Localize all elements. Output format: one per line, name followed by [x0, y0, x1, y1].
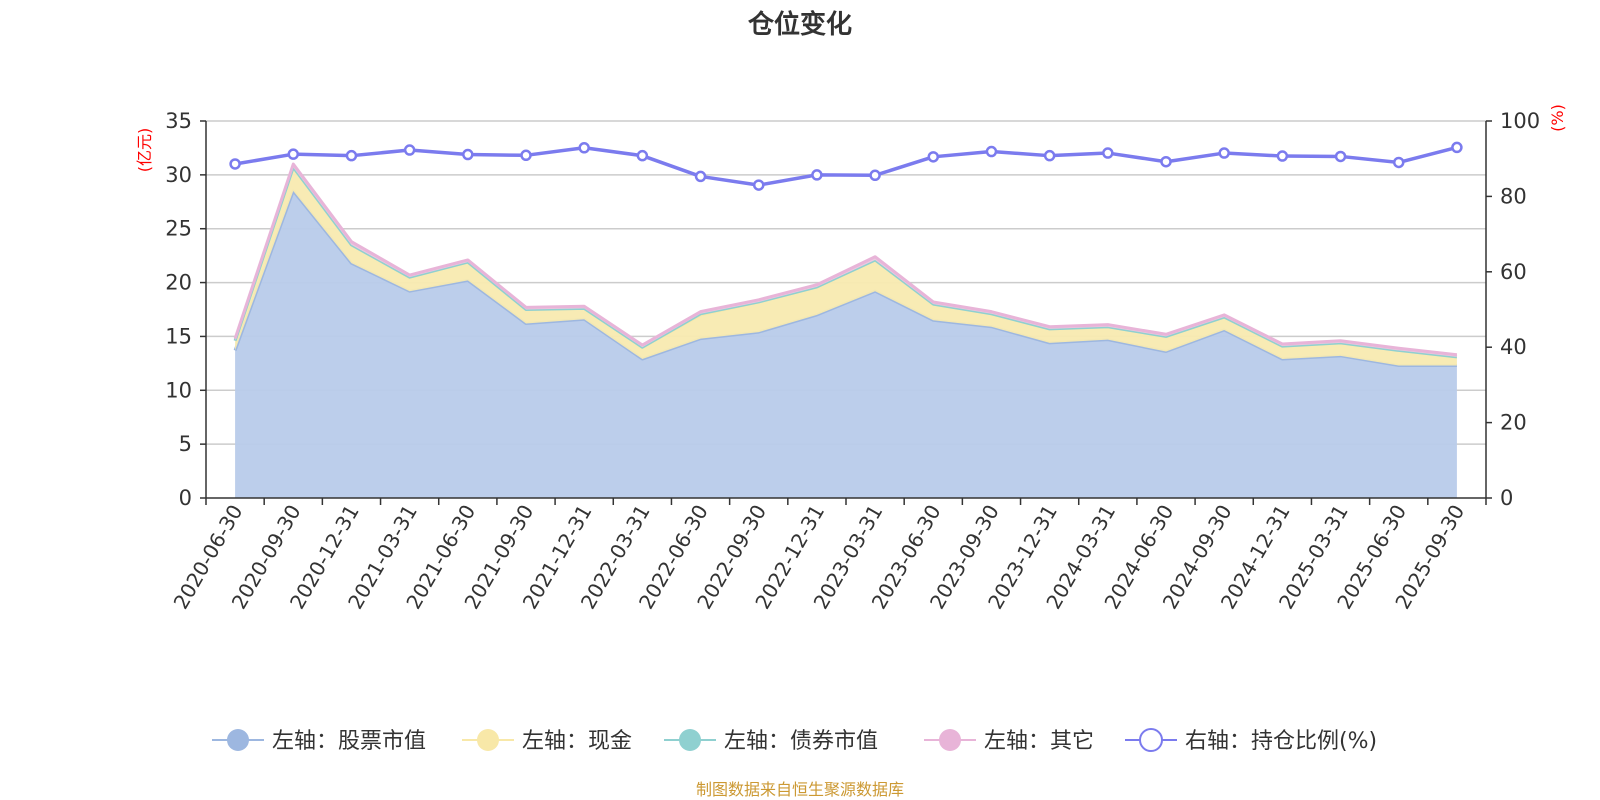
ratio-point — [1218, 147, 1230, 159]
left-axis-unit: (亿元) — [135, 128, 154, 173]
right-tick-label: 20 — [1500, 411, 1527, 435]
legend-marker-4 — [1139, 728, 1163, 752]
legend: 左轴：股票市值 左轴：现金 左轴：债券市值 左轴：其它 右轴：持仓比例(%) — [212, 728, 1377, 754]
ratio-point — [1392, 156, 1405, 169]
legend-label-3: 左轴：其它 — [984, 729, 1094, 754]
area-series-line-0 — [233, 189, 1457, 368]
legend-marker-2 — [679, 729, 701, 751]
left-tick-label: 10 — [165, 378, 192, 402]
ratio-point — [1102, 147, 1114, 159]
left-tick-label: 35 — [165, 109, 192, 133]
area-series-3 — [235, 164, 1457, 357]
legend-label-4: 右轴：持仓比例(%) — [1185, 729, 1377, 754]
ratio-point — [985, 145, 998, 158]
left-tick-label: 5 — [179, 432, 192, 456]
ratio-point — [1334, 150, 1347, 163]
left-tick-label: 15 — [165, 324, 192, 348]
ratio-point — [578, 142, 590, 154]
ratio-point — [1276, 150, 1289, 162]
legend-label-2: 左轴：债券市值 — [724, 729, 878, 754]
ratio-point — [752, 179, 765, 191]
ratio-point — [636, 149, 649, 162]
left-tick-label: 30 — [165, 163, 192, 187]
right-tick-label: 60 — [1500, 260, 1527, 284]
right-tick-label: 80 — [1500, 184, 1527, 208]
left-tick-label: 20 — [165, 271, 192, 295]
ratio-point — [462, 148, 474, 161]
ratio-point — [229, 158, 241, 170]
ratio-point — [869, 169, 881, 182]
data-source-note: 制图数据来自恒生聚源数据库 — [696, 780, 904, 799]
ratio-point — [927, 151, 940, 163]
right-tick-label: 100 — [1500, 109, 1540, 133]
right-tick-label: 0 — [1500, 486, 1513, 510]
legend-marker-1 — [477, 729, 499, 751]
ratio-point — [811, 169, 823, 181]
area-series-line-3 — [233, 162, 1458, 357]
area-series-0 — [235, 191, 1457, 498]
ratio-line — [229, 141, 1463, 191]
legend-marker-3 — [939, 729, 961, 751]
right-axis-unit: (%) — [1548, 104, 1567, 132]
ratio-point — [1160, 155, 1172, 168]
ratio-line-path — [234, 145, 1458, 187]
chart-title: 仓位变化 — [747, 9, 852, 40]
stacked-areas — [233, 162, 1458, 498]
ratio-point — [1451, 141, 1463, 154]
ratio-point — [403, 144, 416, 156]
ratio-point — [287, 148, 300, 160]
ratio-point — [1043, 149, 1056, 162]
legend-label-1: 左轴：现金 — [522, 729, 632, 754]
legend-marker-0 — [227, 729, 249, 751]
area-series-1 — [235, 167, 1457, 366]
ratio-point — [520, 149, 532, 162]
ratio-point — [694, 170, 707, 183]
right-tick-label: 40 — [1500, 335, 1527, 359]
legend-label-0: 左轴：股票市值 — [272, 729, 426, 754]
ratio-point — [345, 149, 358, 162]
left-tick-label: 25 — [165, 217, 192, 241]
left-tick-label: 0 — [179, 486, 192, 510]
